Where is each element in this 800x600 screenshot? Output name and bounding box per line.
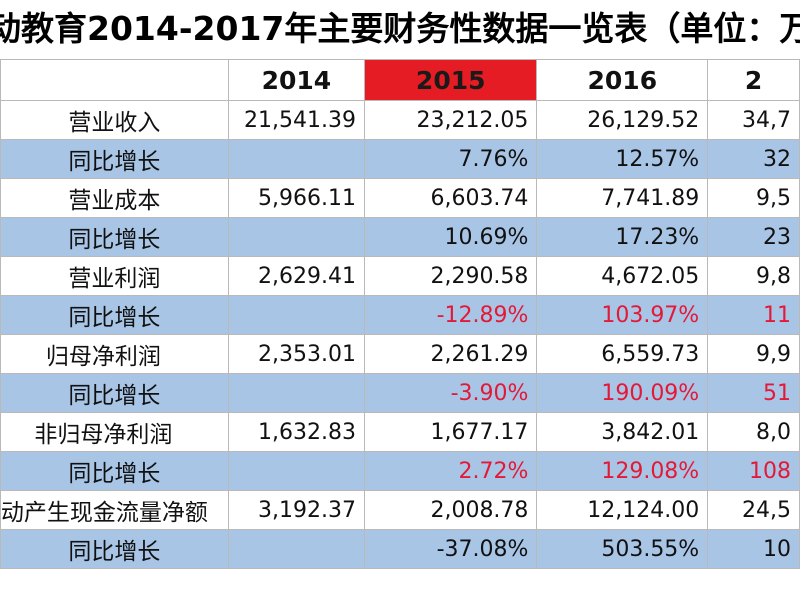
table-row: 同比增长 10.69% 17.23% 23: [0, 217, 800, 257]
cell-2016: 12,124.00: [536, 490, 709, 530]
header-2015: 2015: [364, 59, 538, 101]
cell-2015: 7.76%: [364, 139, 538, 179]
table-row: 同比增长 -37.08% 503.55% 10: [0, 529, 800, 569]
header-2014: 2014: [227, 59, 366, 101]
cell-2016: 503.55%: [536, 529, 709, 569]
row-label: 同比增长: [0, 139, 229, 179]
header-empty: [0, 59, 229, 101]
cell-2017: 23: [707, 217, 800, 257]
cell-2016: 103.97%: [536, 295, 709, 335]
header-2017: 2: [707, 59, 800, 101]
cell-2014: [227, 373, 366, 413]
cell-2015: 2,261.29: [364, 334, 538, 374]
table-row: 归母净利润 2,353.01 2,261.29 6,559.73 9,9: [0, 334, 800, 374]
financial-data-table: 2014 2015 2016 2 营业收入 21,541.39 23,212.0…: [0, 59, 800, 569]
table-row: 营业收入 21,541.39 23,212.05 26,129.52 34,7: [0, 100, 800, 140]
cell-2017: 11: [707, 295, 800, 335]
table-row: 动产生现金流量净额 3,192.37 2,008.78 12,124.00 24…: [0, 490, 800, 530]
table-row: 营业利润 2,629.41 2,290.58 4,672.05 9,8: [0, 256, 800, 296]
cell-2015: 2,290.58: [364, 256, 538, 296]
cell-2017: 9,8: [707, 256, 800, 296]
header-2016: 2016: [536, 59, 709, 101]
cell-2016: 3,842.01: [536, 412, 709, 452]
table-row: 同比增长 2.72% 129.08% 108: [0, 451, 800, 491]
row-label: 同比增长: [0, 373, 229, 413]
table-row: 营业成本 5,966.11 6,603.74 7,741.89 9,5: [0, 178, 800, 218]
cell-2014: 3,192.37: [227, 490, 366, 530]
row-label: 非归母净利润: [0, 412, 229, 452]
cell-2014: 1,632.83: [227, 412, 366, 452]
table-title: 动教育2014-2017年主要财务性数据一览表（单位：万元: [0, 9, 800, 48]
cell-2015: -3.90%: [364, 373, 538, 413]
cell-2014: 5,966.11: [227, 178, 366, 218]
cell-2015: 2,008.78: [364, 490, 538, 530]
cell-2015: 6,603.74: [364, 178, 538, 218]
row-label: 同比增长: [0, 217, 229, 257]
cell-2016: 129.08%: [536, 451, 709, 491]
row-label: 同比增长: [0, 295, 229, 335]
row-label: 动产生现金流量净额: [0, 490, 229, 530]
cell-2014: [227, 217, 366, 257]
cell-2016: 7,741.89: [536, 178, 709, 218]
cell-2015: -37.08%: [364, 529, 538, 569]
cell-2014: [227, 295, 366, 335]
cell-2015: 23,212.05: [364, 100, 538, 140]
cell-2014: 21,541.39: [227, 100, 366, 140]
cell-2015: -12.89%: [364, 295, 538, 335]
row-label: 同比增长: [0, 529, 229, 569]
cell-2016: 26,129.52: [536, 100, 709, 140]
cell-2016: 4,672.05: [536, 256, 709, 296]
cell-2017: 51: [707, 373, 800, 413]
table-row: 同比增长 -3.90% 190.09% 51: [0, 373, 800, 413]
cell-2016: 190.09%: [536, 373, 709, 413]
cell-2017: 8,0: [707, 412, 800, 452]
cell-2016: 17.23%: [536, 217, 709, 257]
cell-2014: [227, 139, 366, 179]
cell-2014: [227, 529, 366, 569]
row-label: 营业利润: [0, 256, 229, 296]
cell-2017: 24,5: [707, 490, 800, 530]
cell-2017: 9,9: [707, 334, 800, 374]
header-row: 2014 2015 2016 2: [0, 59, 800, 101]
row-label: 营业成本: [0, 178, 229, 218]
cell-2017: 9,5: [707, 178, 800, 218]
cell-2015: 1,677.17: [364, 412, 538, 452]
cell-2017: 32: [707, 139, 800, 179]
cell-2014: 2,353.01: [227, 334, 366, 374]
table-row: 同比增长 -12.89% 103.97% 11: [0, 295, 800, 335]
cell-2017: 34,7: [707, 100, 800, 140]
row-label: 归母净利润: [0, 334, 229, 374]
cell-2017: 10: [707, 529, 800, 569]
cell-2014: 2,629.41: [227, 256, 366, 296]
cell-2016: 6,559.73: [536, 334, 709, 374]
table-row: 同比增长 7.76% 12.57% 32: [0, 139, 800, 179]
cell-2015: 10.69%: [364, 217, 538, 257]
cell-2015: 2.72%: [364, 451, 538, 491]
cell-2016: 12.57%: [536, 139, 709, 179]
table-row: 非归母净利润 1,632.83 1,677.17 3,842.01 8,0: [0, 412, 800, 452]
row-label: 同比增长: [0, 451, 229, 491]
cell-2014: [227, 451, 366, 491]
row-label: 营业收入: [0, 100, 229, 140]
cell-2017: 108: [707, 451, 800, 491]
